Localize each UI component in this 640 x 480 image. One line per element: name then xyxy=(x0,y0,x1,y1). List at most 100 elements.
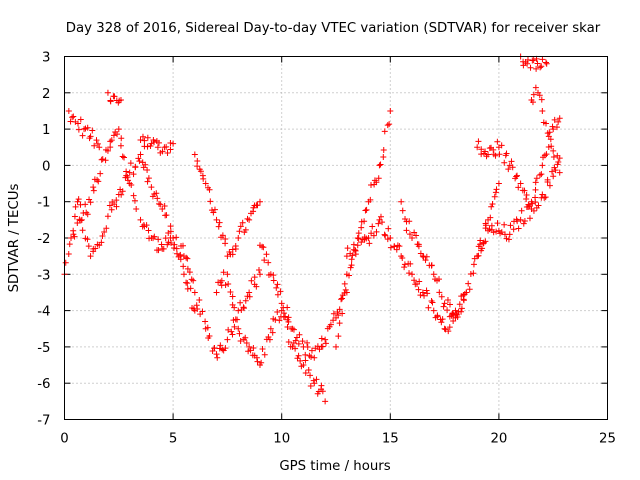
interpolated-point xyxy=(188,276,195,283)
interpolated-point xyxy=(302,351,309,358)
interpolated-point xyxy=(196,296,203,303)
x-tick-label: 20 xyxy=(490,432,507,447)
interpolated-point xyxy=(375,175,382,182)
data-point xyxy=(154,144,161,151)
data-point xyxy=(267,325,274,332)
interpolated-point xyxy=(285,338,292,345)
data-point xyxy=(213,216,220,223)
interpolated-point xyxy=(417,250,424,257)
data-point xyxy=(235,325,242,332)
data-point xyxy=(68,235,75,241)
interpolated-point xyxy=(258,359,265,366)
interpolated-point xyxy=(95,178,102,185)
interpolated-point xyxy=(144,143,151,150)
y-tick-label: 3 xyxy=(42,51,50,66)
interpolated-point xyxy=(529,99,536,106)
interpolated-point xyxy=(154,195,161,202)
interpolated-point xyxy=(344,245,351,252)
interpolated-point xyxy=(163,143,170,150)
interpolated-point xyxy=(199,308,206,315)
interpolated-point xyxy=(534,60,541,67)
interpolated-point xyxy=(222,345,229,352)
x-tick-label: 15 xyxy=(382,432,399,447)
interpolated-point xyxy=(521,187,528,194)
interpolated-point xyxy=(370,232,377,239)
interpolated-point xyxy=(139,133,146,140)
data-point xyxy=(543,60,550,67)
interpolated-point xyxy=(67,118,74,125)
interpolated-point xyxy=(454,313,461,320)
interpolated-point xyxy=(514,172,521,179)
interpolated-point xyxy=(272,316,279,323)
interpolated-point xyxy=(108,137,115,144)
data-point xyxy=(537,64,544,71)
interpolated-point xyxy=(551,116,558,123)
interpolated-point xyxy=(384,236,391,243)
interpolated-point xyxy=(477,241,484,248)
data-point xyxy=(322,336,329,343)
interpolated-point xyxy=(552,167,559,174)
series-track-16 xyxy=(528,84,563,176)
data-point xyxy=(354,235,361,241)
interpolated-point xyxy=(465,280,472,287)
interpolated-point xyxy=(544,130,551,137)
data-point xyxy=(191,289,198,296)
interpolated-point xyxy=(538,96,545,103)
interpolated-point xyxy=(62,259,69,266)
y-tick-label: -5 xyxy=(37,341,50,356)
interpolated-point xyxy=(494,138,501,145)
interpolated-point xyxy=(513,173,520,180)
interpolated-point xyxy=(377,213,384,220)
interpolated-point xyxy=(206,186,213,193)
interpolated-point xyxy=(543,120,550,127)
data-point xyxy=(104,213,111,220)
interpolated-point xyxy=(336,320,343,327)
interpolated-point xyxy=(377,161,384,168)
interpolated-point xyxy=(429,299,436,306)
interpolated-point xyxy=(102,157,109,164)
interpolated-point xyxy=(509,164,516,171)
interpolated-point xyxy=(227,288,234,295)
interpolated-point xyxy=(110,93,117,100)
interpolated-point xyxy=(219,232,226,239)
interpolated-point xyxy=(294,355,301,362)
interpolated-point xyxy=(520,62,527,69)
interpolated-point xyxy=(290,326,297,333)
interpolated-point xyxy=(253,283,260,290)
interpolated-point xyxy=(144,166,151,173)
data-point xyxy=(235,235,242,241)
interpolated-point xyxy=(211,345,218,352)
interpolated-point xyxy=(265,333,272,340)
data-point xyxy=(191,151,198,158)
interpolated-point xyxy=(346,272,353,279)
interpolated-point xyxy=(127,160,134,167)
interpolated-point xyxy=(219,346,226,353)
interpolated-point xyxy=(242,297,249,304)
interpolated-point xyxy=(307,383,314,390)
interpolated-point xyxy=(362,207,369,214)
interpolated-point xyxy=(263,251,270,258)
interpolated-point xyxy=(380,154,387,161)
interpolated-point xyxy=(155,247,162,254)
interpolated-point xyxy=(347,250,354,257)
y-tick-label: 2 xyxy=(42,87,50,102)
interpolated-point xyxy=(341,280,348,287)
interpolated-point xyxy=(503,150,510,157)
data-point xyxy=(430,271,437,278)
interpolated-point xyxy=(103,225,110,232)
series-track-10 xyxy=(333,107,394,350)
interpolated-point xyxy=(491,193,498,200)
interpolated-point xyxy=(253,354,260,361)
interpolated-point xyxy=(373,228,380,235)
data-point xyxy=(539,191,546,198)
interpolated-point xyxy=(274,281,281,288)
interpolated-point xyxy=(406,231,413,238)
interpolated-point xyxy=(193,302,200,309)
interpolated-point xyxy=(155,236,162,243)
data-point xyxy=(550,147,557,154)
interpolated-point xyxy=(84,211,91,218)
interpolated-point xyxy=(97,170,104,177)
data-point xyxy=(430,307,437,314)
interpolated-point xyxy=(270,272,277,279)
interpolated-point xyxy=(170,244,177,251)
